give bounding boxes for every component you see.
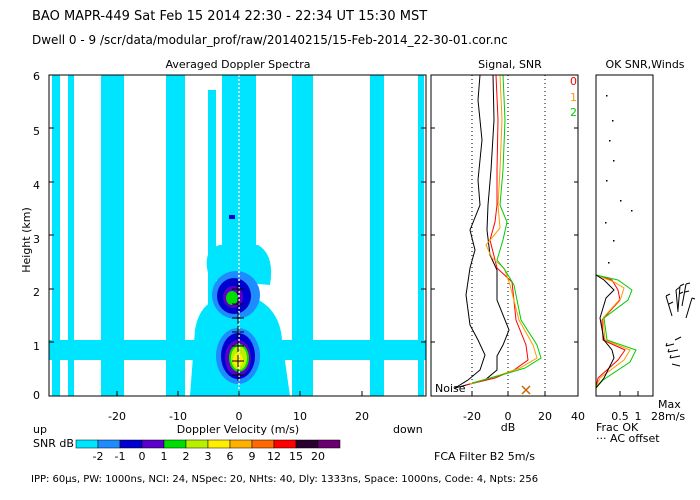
x-tick: 0 bbox=[236, 410, 243, 423]
signal-x-tick: 0 bbox=[505, 410, 512, 423]
legend-0: 0 bbox=[570, 75, 577, 88]
signal-x-tick: -20 bbox=[463, 410, 481, 423]
plot-title: BAO MAPR-449 Sat Feb 15 2014 22:30 - 22:… bbox=[32, 9, 428, 24]
colorbar-swatch bbox=[119, 439, 143, 449]
noise-label: Noise bbox=[435, 382, 466, 395]
down-label: down bbox=[393, 423, 423, 436]
legend-1: 1 bbox=[570, 91, 577, 104]
y-tick: 4 bbox=[33, 179, 40, 192]
y-tick: 0 bbox=[33, 389, 40, 402]
colorbar-tick: 20 bbox=[311, 450, 325, 463]
colorbar-tick: 6 bbox=[227, 450, 234, 463]
x-tick: 20 bbox=[355, 410, 369, 423]
y-tick: 3 bbox=[33, 233, 40, 246]
colorbar-tick: 2 bbox=[183, 450, 190, 463]
legend-2: 2 bbox=[570, 106, 577, 119]
winds-title: OK SNR,Winds bbox=[605, 58, 684, 71]
signal-panel bbox=[431, 74, 578, 396]
spectra-title: Averaged Doppler Spectra bbox=[165, 58, 310, 71]
colorbar-swatch bbox=[75, 439, 99, 449]
y-tick: 1 bbox=[33, 340, 40, 353]
colorbar: -2 -1 0 1 2 3 6 9 12 15 20 bbox=[75, 439, 341, 463]
spectra-y-axis: 0 1 2 3 4 5 6 bbox=[33, 70, 426, 402]
colorbar-label: SNR dB bbox=[33, 437, 74, 450]
colorbar-swatch bbox=[207, 439, 231, 449]
colorbar-swatch bbox=[251, 439, 275, 449]
footer-params: IPP: 60µs, PW: 1000ns, NCI: 24, NSpec: 2… bbox=[31, 474, 539, 485]
y-tick: 2 bbox=[33, 286, 40, 299]
colorbar-tick: 15 bbox=[289, 450, 303, 463]
colorbar-swatch bbox=[163, 439, 187, 449]
colorbar-tick: 3 bbox=[205, 450, 212, 463]
max-value: 28m/s bbox=[651, 410, 685, 423]
colorbar-tick: 12 bbox=[267, 450, 281, 463]
y-tick: 5 bbox=[33, 125, 40, 138]
signal-x-tick: 20 bbox=[538, 410, 552, 423]
x-tick: -20 bbox=[108, 410, 126, 423]
winds-x-tick: 1 bbox=[635, 410, 642, 423]
winds-panel bbox=[595, 75, 637, 396]
spectra-xlabel: Doppler Velocity (m/s) bbox=[177, 423, 299, 436]
signal-xlabel: dB bbox=[501, 421, 516, 434]
y-tick: 6 bbox=[33, 70, 40, 83]
signal-x-tick: 40 bbox=[571, 410, 585, 423]
x-tick: -10 bbox=[169, 410, 187, 423]
wind-barbs bbox=[665, 282, 696, 367]
max-label: Max bbox=[658, 398, 681, 411]
x-tick: 10 bbox=[293, 410, 307, 423]
frac-ok-label: Frac OK bbox=[596, 421, 639, 434]
ac-offset-label: ··· AC offset bbox=[596, 432, 660, 445]
spectra-ylabel: Height (km) bbox=[20, 207, 33, 273]
signal-title: Signal, SNR bbox=[478, 58, 542, 71]
dwell-info: Dwell 0 - 9 /scr/data/modular_prof/raw/2… bbox=[32, 33, 508, 47]
colorbar-swatch bbox=[273, 439, 297, 449]
colorbar-swatch bbox=[229, 439, 253, 449]
colorbar-tick: 0 bbox=[139, 450, 146, 463]
winds-frame bbox=[595, 74, 654, 397]
colorbar-swatch bbox=[317, 439, 341, 449]
colorbar-swatch bbox=[97, 439, 121, 449]
colorbar-tick: 9 bbox=[249, 450, 256, 463]
spectra-x-axis: -20 -10 0 10 20 bbox=[108, 391, 369, 423]
winds-x-tick: 0.5 bbox=[611, 410, 629, 423]
colorbar-tick: -1 bbox=[115, 450, 126, 463]
filter-label: FCA Filter B2 5m/s bbox=[434, 450, 535, 463]
colorbar-swatch bbox=[185, 439, 209, 449]
colorbar-tick: 1 bbox=[161, 450, 168, 463]
up-label: up bbox=[33, 423, 47, 436]
spectra-heatmap bbox=[49, 75, 426, 396]
colorbar-swatch bbox=[295, 439, 319, 449]
colorbar-tick: -2 bbox=[93, 450, 104, 463]
colorbar-swatch bbox=[141, 439, 165, 449]
